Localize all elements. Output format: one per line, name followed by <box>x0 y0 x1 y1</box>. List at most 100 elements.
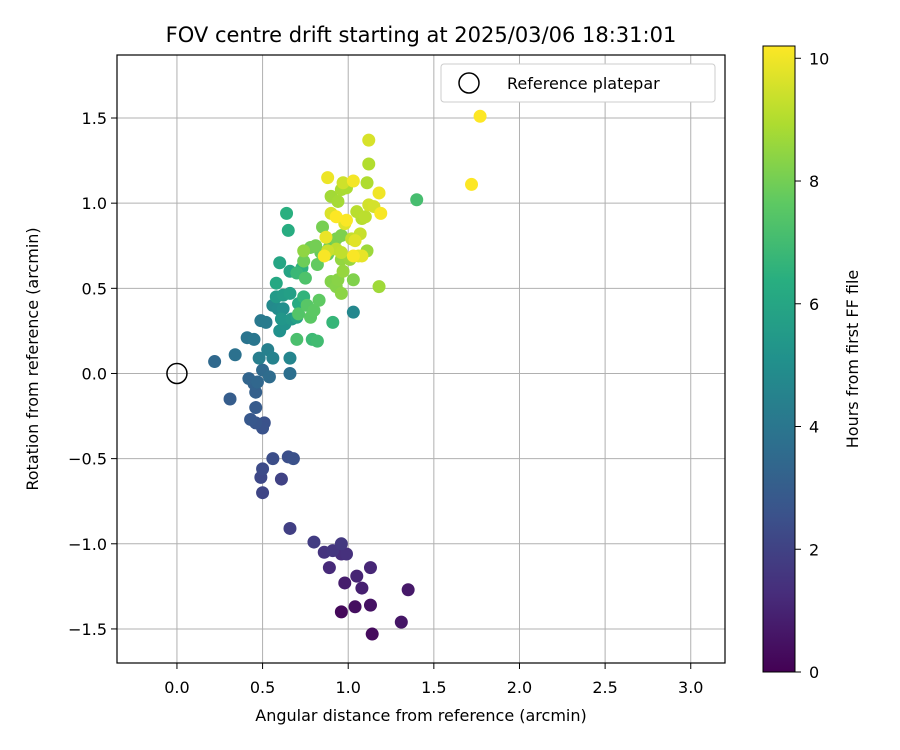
data-point <box>256 462 270 476</box>
scatter-points <box>208 109 487 641</box>
data-point <box>339 213 353 227</box>
data-point <box>336 264 350 278</box>
data-point <box>348 600 362 614</box>
colorbar-gradient <box>762 45 796 673</box>
data-point <box>358 210 372 224</box>
y-tick-label: 1.0 <box>82 194 107 213</box>
x-tick-label: 2.0 <box>507 678 532 697</box>
y-tick-label: 0.5 <box>82 279 107 298</box>
y-tick-label: −0.5 <box>68 450 107 469</box>
data-point <box>331 194 345 208</box>
colorbar-ticks: 0 2 4 6 8 10 <box>795 49 829 682</box>
data-point <box>372 186 386 200</box>
data-point <box>283 366 297 380</box>
y-tick-label: 0.0 <box>82 364 107 383</box>
colorbar-label: Hours from first FF file <box>843 270 862 449</box>
data-point <box>274 472 288 486</box>
data-point <box>355 581 369 595</box>
data-point <box>252 351 266 365</box>
data-point <box>339 547 353 561</box>
data-point <box>346 249 360 263</box>
colorbar-tick-label: 10 <box>809 49 829 68</box>
plot-frame <box>116 54 726 664</box>
data-point <box>283 521 297 535</box>
x-tick-label: 2.5 <box>592 678 617 697</box>
legend: Reference platepar <box>440 63 716 103</box>
data-point <box>410 193 424 207</box>
data-point <box>348 234 362 248</box>
data-point <box>307 535 321 549</box>
data-point <box>259 315 273 329</box>
data-point <box>319 230 333 244</box>
x-tick-label: 3.0 <box>678 678 703 697</box>
data-point <box>269 276 283 290</box>
data-point <box>394 615 408 629</box>
data-point <box>297 254 311 268</box>
data-point <box>338 576 352 590</box>
data-point <box>244 412 258 426</box>
data-point <box>334 286 348 300</box>
data-point <box>362 157 376 171</box>
data-point <box>290 332 304 346</box>
colorbar-tick-label: 4 <box>809 418 819 437</box>
data-point <box>374 206 388 220</box>
data-point <box>247 332 261 346</box>
data-point <box>281 223 295 237</box>
data-point <box>346 305 360 319</box>
data-point <box>273 256 287 270</box>
data-point <box>250 375 264 389</box>
data-point <box>298 271 312 285</box>
data-point <box>307 303 321 317</box>
legend-label: Reference platepar <box>507 74 660 93</box>
y-tick-label: −1.0 <box>68 535 107 554</box>
data-point <box>266 452 280 466</box>
y-axis-label: Rotation from reference (arcmin) <box>23 227 42 490</box>
data-point <box>362 133 376 147</box>
data-point <box>365 627 379 641</box>
x-tick-label: 1.5 <box>421 678 446 697</box>
x-tick-label: 1.0 <box>335 678 360 697</box>
x-axis-label: Angular distance from reference (arcmin) <box>255 706 586 725</box>
x-axis-ticks: 0.0 0.5 1.0 1.5 2.0 2.5 3.0 <box>164 663 703 697</box>
data-point <box>310 334 324 348</box>
data-point <box>297 244 311 258</box>
data-point <box>262 370 276 384</box>
chart-title: FOV centre drift starting at 2025/03/06 … <box>166 23 677 47</box>
data-point <box>208 355 222 369</box>
data-point <box>334 605 348 619</box>
x-tick-label: 0.5 <box>250 678 275 697</box>
reference-point-marker <box>166 362 188 385</box>
data-point <box>336 176 350 190</box>
data-point <box>473 109 487 123</box>
data-point <box>228 348 242 362</box>
data-point <box>350 569 364 583</box>
data-point <box>401 583 415 597</box>
colorbar-tick-label: 2 <box>809 540 819 559</box>
colorbar-tick-label: 6 <box>809 295 819 314</box>
data-point <box>334 246 348 260</box>
data-point <box>249 401 263 415</box>
data-point <box>276 302 290 316</box>
data-point <box>312 293 326 307</box>
data-point <box>346 174 360 188</box>
data-point <box>256 486 270 500</box>
data-point <box>316 220 330 234</box>
data-point <box>372 280 386 294</box>
data-point <box>334 229 348 243</box>
data-point <box>346 273 360 287</box>
legend-box <box>440 63 716 103</box>
data-point <box>280 206 294 220</box>
data-point <box>292 307 306 321</box>
data-point <box>286 452 300 466</box>
data-point <box>317 249 331 263</box>
data-point <box>223 392 237 406</box>
data-point <box>283 286 297 300</box>
data-point <box>321 171 335 185</box>
data-point <box>363 598 377 612</box>
data-point <box>465 177 479 191</box>
grid-lines <box>117 55 725 663</box>
data-point <box>329 210 343 224</box>
data-point <box>334 537 348 551</box>
colorbar-tick-label: 0 <box>809 663 819 682</box>
